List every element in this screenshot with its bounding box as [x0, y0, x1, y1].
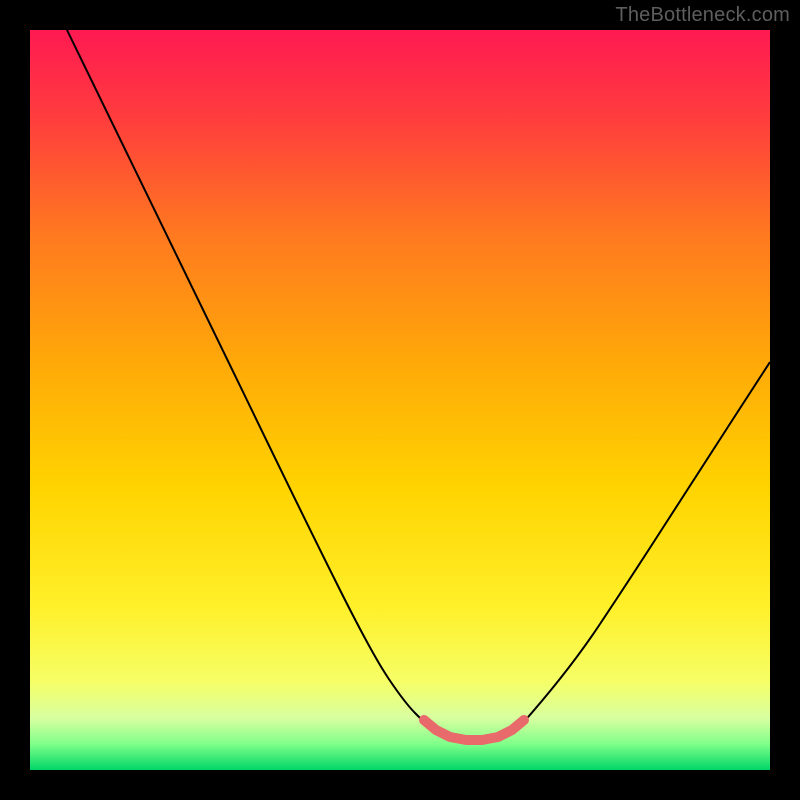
chart-root: TheBottleneck.com: [0, 0, 800, 800]
plot-background: [30, 30, 770, 770]
chart-svg: [0, 0, 800, 800]
